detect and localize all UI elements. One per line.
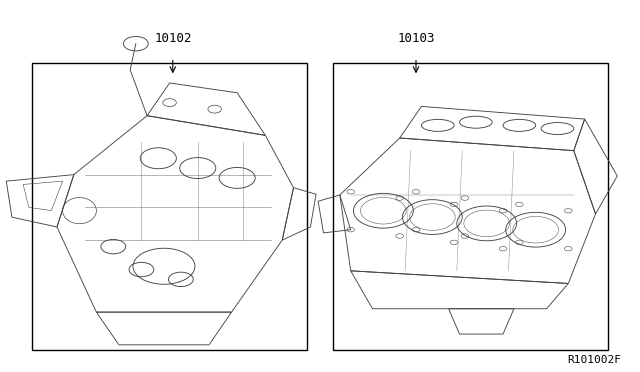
Bar <box>32 63 307 350</box>
Text: 10103: 10103 <box>397 32 435 45</box>
Text: 10102: 10102 <box>154 32 191 45</box>
Text: R101002F: R101002F <box>567 355 621 365</box>
Bar <box>333 63 608 350</box>
